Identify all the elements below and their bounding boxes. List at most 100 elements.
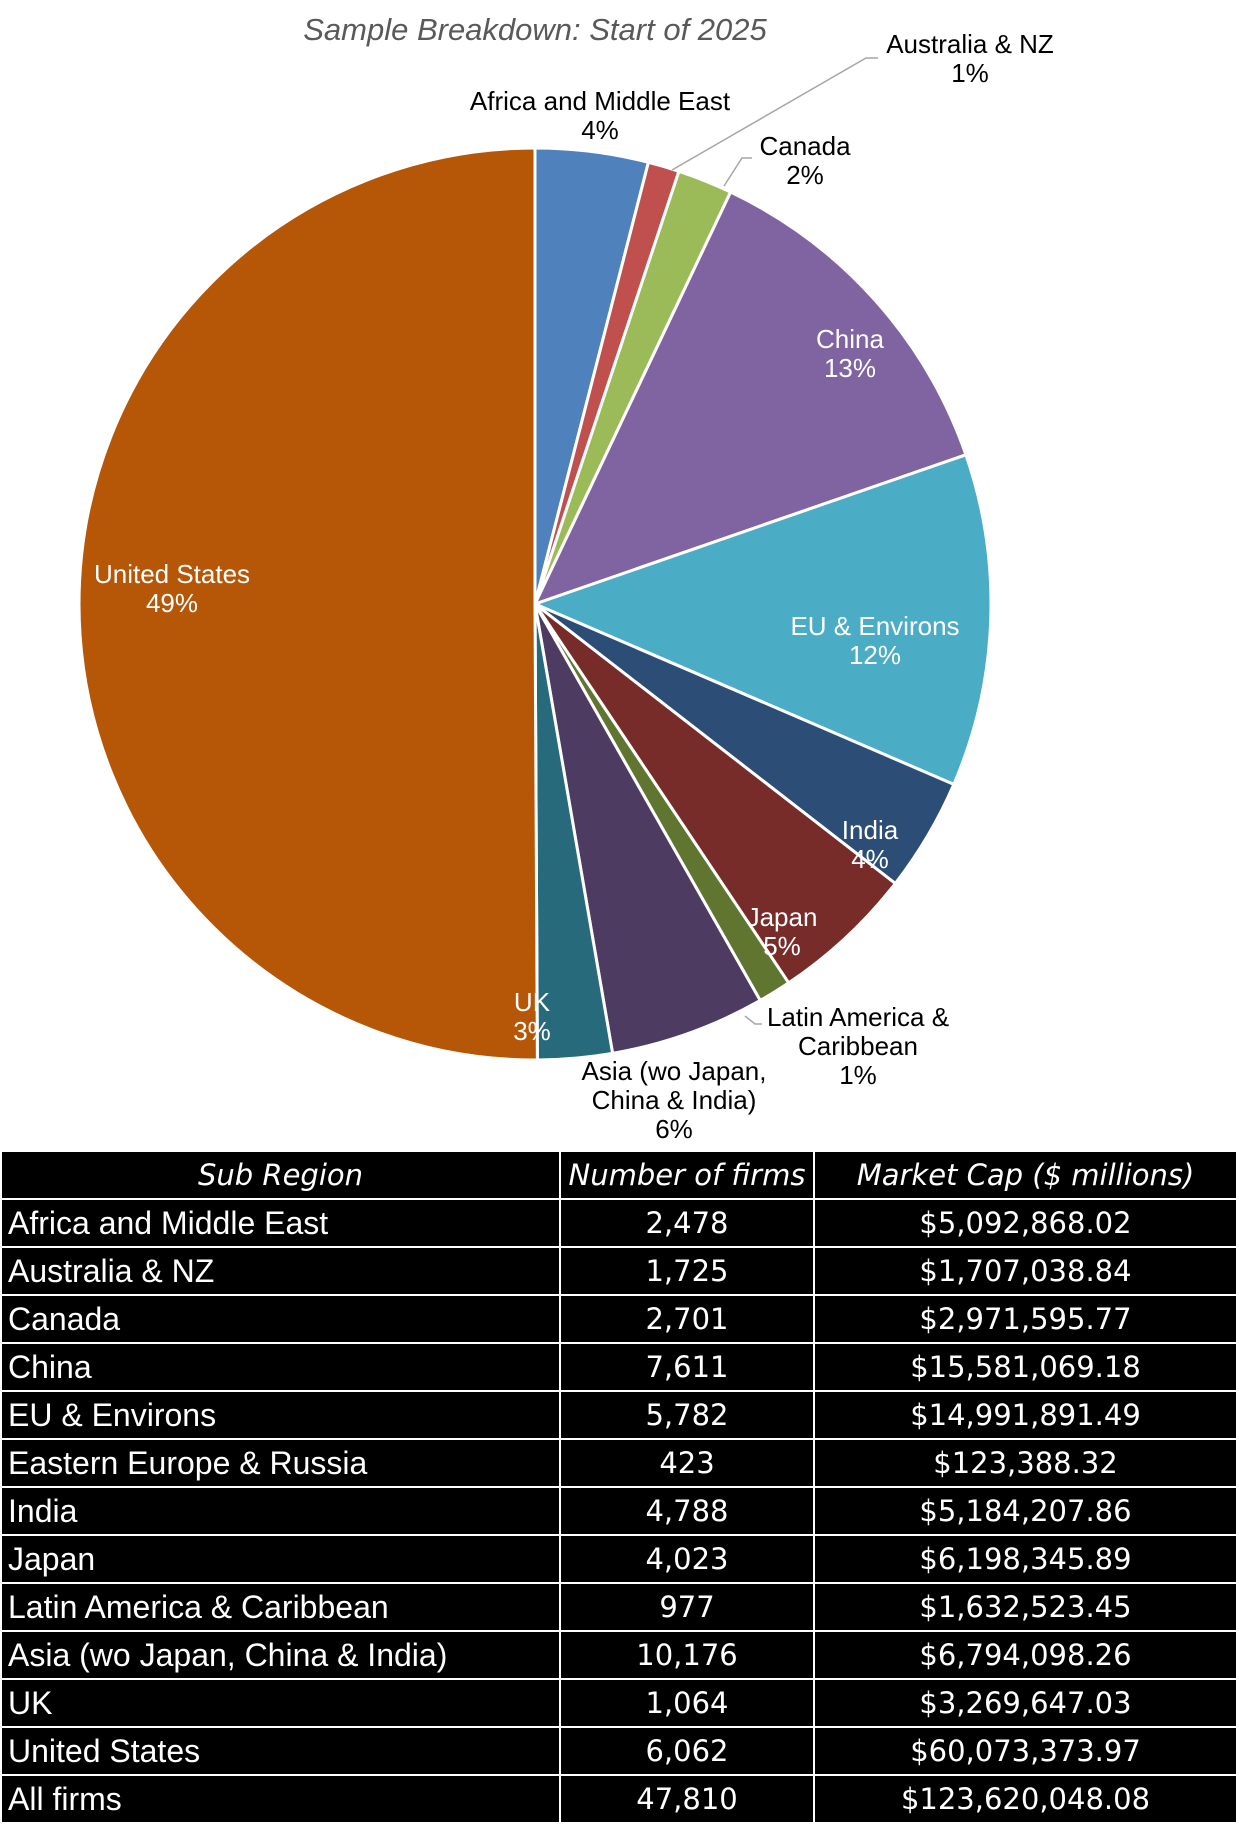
cell-market-cap: $123,620,048.08: [813, 1774, 1236, 1824]
cell-market-cap: $14,991,891.49: [813, 1390, 1236, 1440]
data-label: United States 49%: [94, 560, 250, 618]
data-label-name: UK: [513, 987, 551, 1017]
cell-number-of-firms: 1,064: [559, 1678, 815, 1728]
cell-sub-region: United States: [0, 1726, 561, 1776]
table-row: Eastern Europe & Russia 423 $123,388.32: [0, 1438, 1236, 1488]
cell-sub-region: All firms: [0, 1774, 561, 1824]
cell-market-cap: $15,581,069.18: [813, 1342, 1236, 1392]
table-row: India 4,788 $5,184,207.86: [0, 1486, 1236, 1536]
header-market-cap: Market Cap ($ millions): [813, 1150, 1236, 1200]
cell-sub-region: Eastern Europe & Russia: [0, 1438, 561, 1488]
cell-market-cap: $3,269,647.03: [813, 1678, 1236, 1728]
table-row: China 7,611 $15,581,069.18: [0, 1342, 1236, 1392]
table-row: Canada 2,701 $2,971,595.77: [0, 1294, 1236, 1344]
data-label-name: Japan: [746, 902, 818, 932]
cell-number-of-firms: 1,725: [559, 1246, 815, 1296]
cell-market-cap: $6,794,098.26: [813, 1630, 1236, 1680]
pie-slice-asia-wo-japan-china-india: [533, 603, 763, 1056]
cell-number-of-firms: 5,782: [559, 1390, 815, 1440]
table-header-row: Sub Region Number of firms Market Cap ($…: [0, 1150, 1236, 1200]
data-label-name: Latin America &: [766, 1002, 950, 1032]
data-label-name: Canada: [759, 131, 851, 161]
data-label-name: Australia & NZ: [886, 29, 1054, 59]
data-label: Japan 5%: [747, 903, 818, 961]
cell-number-of-firms: 4,023: [559, 1534, 815, 1584]
cell-market-cap: $2,971,595.77: [813, 1294, 1236, 1344]
cell-number-of-firms: 10,176: [559, 1630, 815, 1680]
pie-chart: Sample Breakdown: Start of 2025 Africa a…: [76, 12, 1054, 1144]
data-label-name: China & India): [591, 1085, 757, 1115]
table-row: UK 1,064 $3,269,647.03: [0, 1678, 1236, 1728]
cell-market-cap: $5,184,207.86: [813, 1486, 1236, 1536]
data-label: UK 3%: [513, 988, 551, 1046]
cell-number-of-firms: 6,062: [559, 1726, 815, 1776]
data-label-percent: 2%: [786, 160, 824, 190]
leader-line: [723, 157, 752, 187]
data-label-name: China: [816, 324, 884, 354]
leader-line: [671, 57, 878, 171]
cell-number-of-firms: 4,788: [559, 1486, 815, 1536]
data-label-percent: 13%: [823, 353, 877, 383]
table-row: Africa and Middle East 2,478 $5,092,868.02: [0, 1198, 1236, 1248]
data-label-percent: 1%: [839, 1060, 877, 1090]
header-sub-region: Sub Region: [0, 1150, 561, 1200]
leader-line: [744, 1015, 762, 1025]
data-label: Africa and Middle East 4%: [470, 87, 730, 145]
data-label-percent: 12%: [848, 640, 902, 670]
table-total-row: All firms 47,810 $123,620,048.08: [0, 1774, 1236, 1824]
data-label-percent: 4%: [851, 844, 889, 874]
cell-sub-region: Latin America & Caribbean: [0, 1582, 561, 1632]
cell-sub-region: Canada: [0, 1294, 561, 1344]
data-label: EU & Environs 12%: [790, 612, 959, 670]
data-label-name: United States: [93, 559, 251, 589]
data-label-percent: 3%: [513, 1016, 551, 1046]
cell-sub-region: Africa and Middle East: [0, 1198, 561, 1248]
data-label-percent: 5%: [763, 931, 801, 961]
data-label-name: Asia (wo Japan,: [581, 1056, 767, 1086]
data-label: China 13%: [816, 325, 884, 383]
data-label-name: EU & Environs: [790, 611, 960, 641]
pie-slice-united-states: [76, 146, 539, 1062]
cell-number-of-firms: 2,701: [559, 1294, 815, 1344]
pie-slice-eu-environs: [530, 452, 993, 787]
cell-number-of-firms: 423: [559, 1438, 815, 1488]
cell-market-cap: $1,632,523.45: [813, 1582, 1236, 1632]
table-row: Japan 4,023 $6,198,345.89: [0, 1534, 1236, 1584]
table-row: Australia & NZ 1,725 $1,707,038.84: [0, 1246, 1236, 1296]
header-number-of-firms: Number of firms: [559, 1150, 815, 1200]
data-label: Asia (wo Japan, China & India) 6%: [582, 1057, 767, 1144]
cell-sub-region: India: [0, 1486, 561, 1536]
table-row: Latin America & Caribbean 977 $1,632,523.4…: [0, 1582, 1236, 1632]
cell-market-cap: $5,092,868.02: [813, 1198, 1236, 1248]
pie-slice-japan: [533, 602, 898, 986]
table-row: Asia (wo Japan, China & India) 10,176 $6,7…: [0, 1630, 1236, 1680]
cell-number-of-firms: 977: [559, 1582, 815, 1632]
cell-market-cap: $1,707,038.84: [813, 1246, 1236, 1296]
data-label: Australia & NZ 1%: [886, 30, 1054, 88]
data-label: India 4%: [842, 816, 898, 874]
cell-sub-region: Asia (wo Japan, China & India): [0, 1630, 561, 1680]
cell-sub-region: UK: [0, 1678, 561, 1728]
data-label-percent: 49%: [145, 588, 199, 618]
breakdown-table: Sub Region Number of firms Market Cap ($…: [0, 1150, 1236, 1824]
data-label-percent: 1%: [951, 58, 989, 88]
cell-market-cap: $123,388.32: [813, 1438, 1236, 1488]
cell-sub-region: EU & Environs: [0, 1390, 561, 1440]
table-row: EU & Environs 5,782 $14,991,891.49: [0, 1390, 1236, 1440]
table-row: United States 6,062 $60,073,373.97: [0, 1726, 1236, 1776]
data-label-name: India: [841, 815, 899, 845]
pie-slice-china: [532, 190, 968, 607]
cell-sub-region: Japan: [0, 1534, 561, 1584]
cell-market-cap: $60,073,373.97: [813, 1726, 1236, 1776]
data-label: Latin America & Caribbean 1%: [767, 1003, 949, 1090]
cell-market-cap: $6,198,345.89: [813, 1534, 1236, 1584]
data-label-percent: 4%: [581, 115, 619, 145]
data-label: Canada 2%: [759, 132, 850, 190]
data-label-name: Caribbean: [798, 1031, 918, 1061]
pie-chart-svg: [76, 57, 993, 1062]
cell-number-of-firms: 7,611: [559, 1342, 815, 1392]
data-label-percent: 6%: [655, 1114, 693, 1144]
cell-sub-region: Australia & NZ: [0, 1246, 561, 1296]
cell-sub-region: China: [0, 1342, 561, 1392]
chart-title: Sample Breakdown: Start of 2025: [303, 12, 767, 47]
